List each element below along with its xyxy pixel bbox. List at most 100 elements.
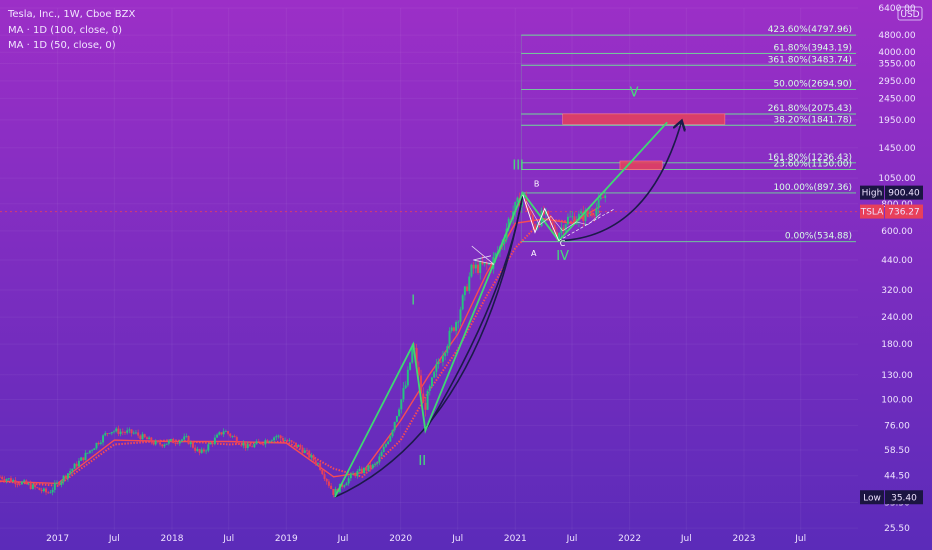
candle-body — [444, 352, 447, 357]
currency-badge[interactable] — [897, 6, 923, 21]
candle-body — [207, 444, 210, 451]
candle-body — [409, 362, 412, 370]
tag-value: 900.40 — [888, 189, 920, 199]
candle-body — [1, 476, 4, 480]
candle-body — [178, 440, 181, 444]
candle-body — [42, 488, 45, 492]
candle-body — [95, 442, 98, 449]
time-tick-label: 2017 — [46, 534, 69, 544]
candle-body — [371, 464, 374, 469]
candle-body — [77, 460, 80, 467]
candle-body — [584, 210, 587, 221]
candle-body — [367, 465, 370, 471]
target-zone — [562, 113, 726, 125]
candle-body — [538, 226, 541, 227]
candle-body — [205, 450, 208, 452]
candle-body — [51, 489, 54, 493]
candle-body — [97, 442, 100, 445]
candle-body — [104, 433, 107, 436]
candle-body — [297, 445, 300, 447]
price-tick-label: 4000.00 — [878, 48, 915, 58]
time-tick-label: Jul — [337, 534, 349, 544]
candle-body — [384, 444, 387, 447]
tag-value-box — [885, 204, 923, 219]
candle-body — [303, 450, 306, 453]
candle-body — [233, 436, 236, 438]
candle-body — [290, 440, 293, 442]
candle-body — [187, 436, 190, 445]
price-tick-label: 25.50 — [884, 524, 910, 534]
candle-body — [472, 264, 475, 269]
time-tick-label: 2018 — [161, 534, 184, 544]
candle-body — [12, 480, 15, 482]
candle-body — [466, 286, 469, 291]
abc-correction: A B C — [522, 180, 616, 258]
candle-body — [224, 431, 227, 433]
ma-100-line — [0, 210, 602, 487]
candle-body — [7, 478, 10, 480]
candle-body — [542, 210, 545, 215]
candle-body — [545, 211, 547, 215]
candle-body — [36, 487, 39, 489]
time-tick-label: Jul — [794, 534, 806, 544]
candle-body — [281, 438, 284, 441]
candle-body — [132, 432, 135, 434]
candle-body — [448, 330, 451, 347]
candle-body — [262, 443, 265, 445]
abc-label-a: A — [531, 249, 537, 258]
candle-body — [270, 440, 273, 442]
fib-label: 50.00%(2694.90) — [773, 79, 852, 89]
time-tick-label: 2023 — [733, 534, 756, 544]
candle-body — [446, 346, 449, 353]
tag-value: 35.40 — [891, 493, 917, 503]
candle-body — [242, 443, 245, 446]
price-tick-label: 1450.00 — [878, 144, 915, 154]
candle-body — [53, 483, 56, 490]
candle-body — [459, 309, 462, 322]
candle-body — [439, 361, 442, 363]
candle-body — [73, 463, 76, 469]
candle-body — [88, 450, 91, 453]
candle-body — [323, 474, 326, 479]
time-tick-label: 2022 — [618, 534, 641, 544]
abc-label-c: C — [560, 239, 566, 248]
candle-body — [93, 448, 96, 451]
candle-body — [468, 276, 471, 291]
consolidation-triangle — [471, 245, 495, 265]
candle-body — [148, 437, 151, 440]
candle-body — [387, 441, 390, 445]
time-axis[interactable]: 2017 Jul 2018 Jul 2019 Jul 2020 Jul 2021 Jul 2022 J… — [46, 534, 806, 544]
candle-body — [165, 443, 168, 445]
candle-body — [209, 442, 212, 445]
candle-body — [99, 442, 102, 445]
candle-body — [474, 264, 477, 269]
candle-body — [417, 367, 420, 376]
candle-body — [604, 195, 607, 198]
candle-body — [152, 442, 155, 445]
candle-body — [586, 210, 589, 214]
candle-body — [273, 437, 276, 441]
price-tick-label: 76.00 — [884, 421, 910, 431]
candle-body — [64, 475, 67, 479]
candle-body — [593, 215, 596, 217]
price-tick-label: 600.00 — [881, 227, 913, 237]
price-tick-label: 44.50 — [884, 472, 910, 482]
candle-body — [461, 295, 464, 310]
candle-body — [477, 264, 480, 273]
tag-value-box — [885, 490, 923, 505]
candle-body — [196, 449, 199, 451]
candle-body — [321, 469, 324, 475]
candle-body — [483, 262, 486, 265]
fib-label: 423.60%(4797.96) — [768, 25, 852, 35]
candle-body — [216, 434, 219, 438]
candle-body — [595, 207, 598, 217]
time-tick-label: Jul — [451, 534, 463, 544]
candle-body — [275, 436, 278, 438]
candle-body — [115, 428, 118, 432]
fib-label: 261.80%(2075.43) — [768, 104, 852, 114]
candle-body — [159, 442, 162, 445]
candle-body — [128, 429, 131, 431]
